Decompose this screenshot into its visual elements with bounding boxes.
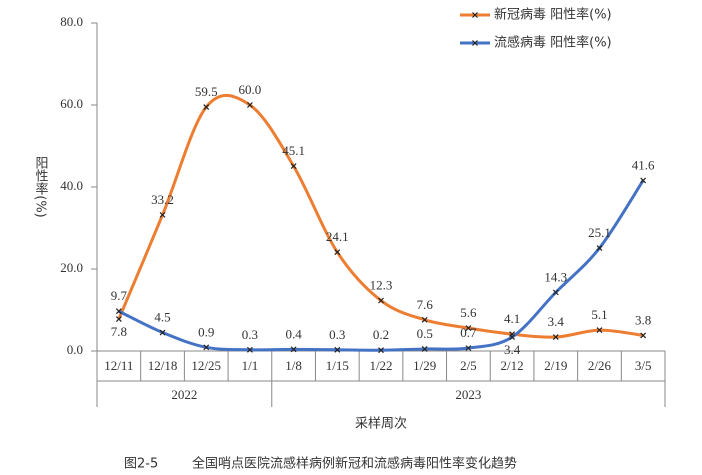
value-label: 0.2 [373,327,389,342]
value-label: 7.6 [417,297,434,312]
point-marker [203,104,210,110]
value-label: 0.7 [460,325,477,340]
legend-label: 流感病毒 阳性率(%) [494,35,612,51]
value-label: 59.5 [195,84,218,99]
value-label: 3.8 [635,312,651,327]
point-marker [596,245,603,252]
x-tick-label: 1/22 [369,358,392,373]
value-label: 4.1 [504,311,520,326]
value-label: 14.3 [544,269,567,284]
point-marker [378,297,384,304]
x-axis-label: 采样周次 [355,416,407,432]
caption: 全国哨点医院流感样病例新冠和流感病毒阳性率变化趋势 [192,456,517,472]
series-line [117,93,644,339]
point-marker [115,316,122,322]
point-marker [465,325,472,331]
y-tick-label: 80.0 [60,14,83,29]
point-marker [465,345,472,352]
value-label: 41.6 [632,157,655,172]
value-label: 0.9 [198,324,214,339]
y-tick-label: 0.0 [67,342,83,357]
value-label: 24.1 [326,229,349,244]
value-label: 7.8 [111,324,127,339]
point-marker [159,329,166,336]
x-tick-label: 12/25 [191,358,221,373]
x-tick-label: 1/29 [413,358,436,373]
value-label: 4.5 [154,310,170,325]
legend-label: 新冠病毒 阳性率(%) [494,7,612,23]
point-marker [246,102,253,108]
point-marker [509,334,516,340]
point-marker [290,346,297,353]
value-label: 0.3 [242,327,258,342]
point-marker [334,249,341,256]
value-label: 60.0 [239,82,262,97]
legend-marker [472,40,478,46]
point-marker [246,346,253,353]
point-marker [552,334,559,340]
point-marker [159,211,166,218]
value-label: 0.3 [329,327,345,342]
figure-number: 图2-5 [124,457,158,472]
point-marker [115,308,122,315]
value-label: 25.1 [588,225,611,240]
value-label: 5.6 [460,305,477,320]
value-label: 9.7 [111,288,128,303]
x-tick-label: 1/8 [285,358,302,373]
y-tick-label: 20.0 [60,260,83,275]
value-label: 45.1 [282,143,305,158]
value-label: 0.4 [285,326,302,341]
value-label: 12.3 [370,278,393,293]
x-tick-label: 12/18 [148,358,178,373]
y-tick-label: 40.0 [60,178,83,193]
x-group-label: 2022 [171,387,197,402]
point-marker [640,332,647,339]
value-label: 3.4 [548,314,565,329]
x-tick-label: 3/5 [635,358,652,373]
point-marker [203,344,210,351]
point-marker [378,347,384,354]
x-group-label: 2023 [455,387,481,402]
point-marker [640,177,647,184]
legend-marker [472,12,478,18]
point-marker [552,289,559,296]
point-marker [421,346,428,352]
point-marker [421,316,428,323]
x-tick-label: 1/1 [242,358,259,373]
y-tick-label: 60.0 [60,96,83,111]
value-label: 5.1 [591,307,607,322]
value-label: 0.5 [417,326,433,341]
x-tick-label: 2/19 [544,358,567,373]
value-label: 33.2 [151,192,174,207]
point-marker [290,163,297,170]
point-marker [596,327,603,334]
x-tick-label: 2/12 [501,358,524,373]
x-tick-label: 2/5 [460,358,477,373]
y-axis-label: 阳性率(%) [33,156,49,218]
x-tick-label: 1/15 [326,358,349,373]
point-marker [334,346,341,353]
x-tick-label: 12/11 [104,358,133,373]
x-tick-label: 2/26 [588,358,612,373]
value-label: 3.4 [504,342,521,357]
